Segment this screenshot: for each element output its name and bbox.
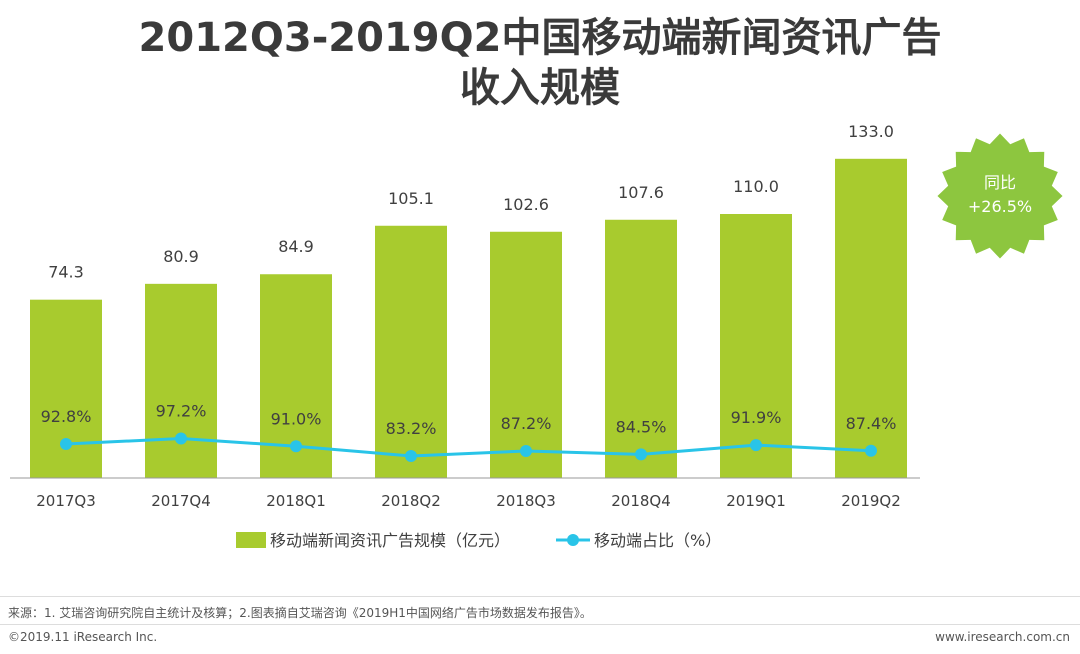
- bar-2018Q2: [375, 225, 447, 478]
- bar-value-label-2019Q2: 133.0: [848, 122, 894, 141]
- bar-2019Q2: [835, 158, 907, 479]
- source-note: 来源：1. 艾瑞咨询研究院自主统计及核算；2.图表摘自艾瑞咨询《2019H1中国…: [8, 606, 592, 620]
- footer-divider-2: [0, 624, 1080, 625]
- share-value-label-2018Q1: 91.0%: [271, 409, 322, 428]
- bar-2017Q3: [30, 299, 102, 478]
- bar-2019Q1: [720, 214, 792, 478]
- yoy-badge-label: 同比: [984, 173, 1016, 192]
- legend-bar-swatch: [236, 532, 266, 548]
- bar-value-label-2017Q4: 80.9: [163, 247, 199, 266]
- share-point-2018Q4: [635, 448, 647, 461]
- x-tick-label-2018Q3: 2018Q3: [496, 492, 556, 510]
- yoy-growth-badge: [934, 130, 1066, 262]
- x-tick-label-2017Q3: 2017Q3: [36, 492, 96, 510]
- bar-2017Q4: [145, 283, 217, 478]
- bar-value-label-2018Q4: 107.6: [618, 183, 664, 202]
- share-point-2017Q4: [175, 432, 187, 445]
- bar-value-label-2019Q1: 110.0: [733, 177, 779, 196]
- share-point-2019Q1: [750, 439, 762, 452]
- bar-value-label-2018Q1: 84.9: [278, 237, 314, 256]
- x-tick-label-2019Q2: 2019Q2: [841, 492, 901, 510]
- share-value-label-2019Q2: 87.4%: [846, 414, 897, 433]
- chart-title-line-2: 收入规模: [460, 65, 620, 111]
- chart-area: 74.3 80.9 84.9 105.1 102.6 107.6 110.0 133.0 201…: [10, 122, 1066, 550]
- legend-bar-label: 移动端新闻资讯广告规模（亿元）: [270, 531, 510, 550]
- share-point-2018Q3: [520, 445, 532, 457]
- bar-2018Q3: [490, 231, 562, 478]
- share-value-label-2018Q3: 87.2%: [501, 414, 552, 433]
- bar-value-label-2018Q2: 105.1: [388, 189, 434, 208]
- legend-line-label: 移动端占比（%）: [594, 531, 721, 550]
- x-tick-label-2018Q1: 2018Q1: [266, 492, 326, 510]
- x-tick-label-2017Q4: 2017Q4: [151, 492, 211, 510]
- share-value-label-2018Q4: 84.5%: [616, 417, 667, 436]
- footer-divider: [0, 596, 1080, 597]
- x-tick-label-2018Q4: 2018Q4: [611, 492, 671, 510]
- share-value-label-2018Q2: 83.2%: [386, 419, 437, 438]
- share-point-2017Q3: [60, 438, 72, 450]
- chart-title-line-1: 2012Q3-2019Q2中国移动端新闻资讯广告: [138, 15, 942, 61]
- share-point-2018Q1: [290, 440, 302, 453]
- legend-line-marker: [567, 534, 579, 546]
- share-line: [65, 436, 872, 458]
- bar-2018Q4: [605, 219, 677, 478]
- share-value-label-2017Q4: 97.2%: [156, 402, 207, 421]
- website-text: www.iresearch.com.cn: [935, 630, 1070, 644]
- x-tick-label-2019Q1: 2019Q1: [726, 492, 786, 510]
- yoy-badge-value: +26.5%: [968, 197, 1032, 216]
- share-value-label-2019Q1: 91.9%: [731, 408, 782, 427]
- share-point-2019Q2: [865, 444, 877, 457]
- copyright-text: ©2019.11 iResearch Inc.: [8, 630, 158, 644]
- bar-value-label-2018Q3: 102.6: [503, 195, 549, 214]
- share-value-label-2017Q3: 92.8%: [41, 407, 92, 426]
- share-point-2018Q2: [405, 450, 417, 462]
- bar-value-label-2017Q3: 74.3: [48, 263, 84, 282]
- x-tick-label-2018Q2: 2018Q2: [381, 492, 441, 510]
